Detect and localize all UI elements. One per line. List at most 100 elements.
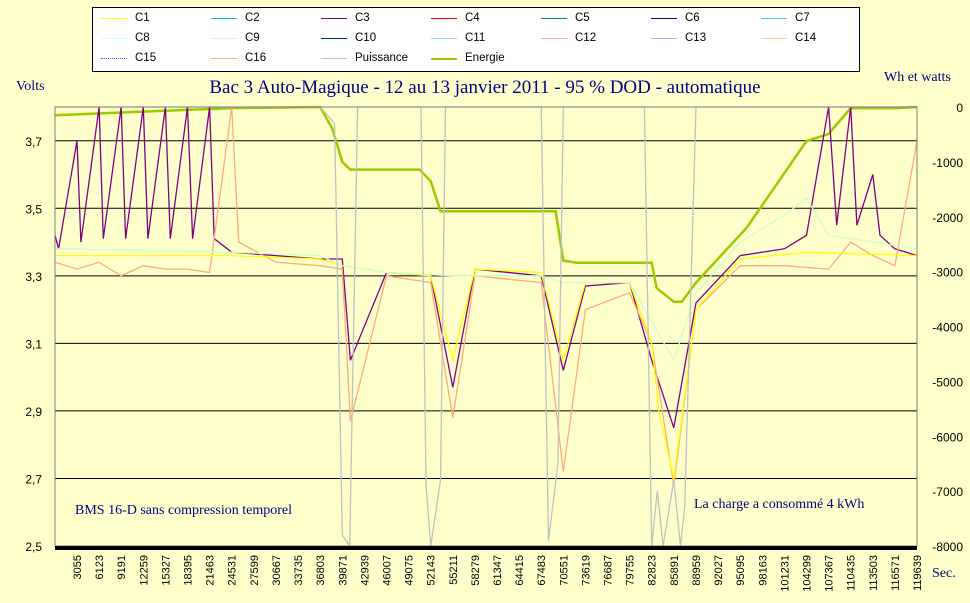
x-axis-title: Sec. bbox=[932, 566, 956, 581]
x-tick-15: 49075 bbox=[404, 555, 416, 586]
legend-label: C12 bbox=[575, 32, 597, 44]
legend-label: C9 bbox=[245, 32, 260, 44]
y-tick-left-5: 3,5 bbox=[25, 202, 42, 216]
x-tick-38: 119639 bbox=[912, 555, 924, 591]
y-tick-right-4: -4000 bbox=[932, 321, 963, 335]
x-axis-line bbox=[55, 546, 917, 550]
x-tick-13: 42939 bbox=[359, 555, 371, 586]
legend-item-c15: C15 bbox=[101, 51, 206, 65]
legend-swatch bbox=[431, 18, 457, 19]
y-tick-right-8: -8000 bbox=[932, 540, 963, 554]
series-energie bbox=[54, 105, 918, 304]
legend-item-c10: C10 bbox=[321, 31, 426, 45]
y-tick-left-3: 3,1 bbox=[25, 337, 42, 351]
x-tick-26: 82823 bbox=[647, 555, 659, 586]
legend-swatch bbox=[431, 58, 457, 60]
legend-label: C1 bbox=[135, 12, 150, 24]
legend-label: C11 bbox=[465, 32, 486, 44]
legend-swatch bbox=[211, 38, 237, 39]
y-axis-right-ticks: 0 -1000 -2000 -3000 -4000 -5000 -6000 -7000 -800… bbox=[932, 101, 963, 554]
legend-label: C4 bbox=[465, 12, 480, 24]
y-tick-left-0: 2,5 bbox=[25, 540, 42, 554]
legend-label: C14 bbox=[795, 32, 817, 44]
x-tick-21: 67483 bbox=[536, 555, 548, 586]
y-tick-right-3: -3000 bbox=[932, 266, 963, 280]
legend-item-c11: C11 bbox=[431, 31, 536, 45]
legend-label: C7 bbox=[795, 12, 810, 24]
x-tick-0: 3055 bbox=[72, 555, 84, 579]
x-tick-3: 12259 bbox=[138, 555, 150, 586]
x-tick-5: 18395 bbox=[183, 555, 195, 586]
y-axis-right-title: Wh et watts bbox=[884, 70, 951, 85]
x-tick-6: 21463 bbox=[205, 555, 217, 586]
x-tick-11: 36803 bbox=[315, 555, 327, 586]
legend-swatch bbox=[321, 58, 347, 59]
x-axis-ticks: 3055 6123 9191 12259 15327 18395 21463 24531 275… bbox=[72, 555, 924, 592]
legend-swatch bbox=[651, 18, 677, 19]
x-tick-7: 24531 bbox=[227, 555, 239, 586]
legend-item-c13: C13 bbox=[651, 31, 756, 45]
x-tick-9: 30667 bbox=[271, 555, 283, 586]
legend-label: C8 bbox=[135, 32, 150, 44]
legend-item-puissance: Puissance bbox=[321, 51, 426, 65]
legend-item-energie: Energie bbox=[431, 51, 536, 65]
legend-label: C5 bbox=[575, 12, 590, 24]
legend: C1 C2 C3 C4 C5 C6 C7 C8 C9 C10 C11 C12 C13 C14 C15 C16 P… bbox=[92, 7, 860, 72]
x-tick-30: 95095 bbox=[735, 555, 747, 586]
legend-item-c16: C16 bbox=[211, 51, 316, 65]
legend-swatch bbox=[321, 38, 347, 39]
legend-label: C10 bbox=[355, 32, 377, 44]
y-tick-right-5: -5000 bbox=[932, 375, 963, 389]
x-tick-16: 52143 bbox=[426, 555, 438, 586]
series-c9 bbox=[54, 197, 918, 362]
legend-swatch bbox=[431, 38, 457, 39]
y-tick-right-2: -2000 bbox=[932, 211, 963, 225]
legend-item-c12: C12 bbox=[541, 31, 646, 45]
legend-swatch bbox=[321, 18, 347, 19]
y-tick-right-1: -1000 bbox=[932, 156, 963, 170]
x-tick-2: 9191 bbox=[116, 555, 128, 579]
axes bbox=[54, 106, 918, 550]
legend-swatch bbox=[211, 18, 237, 19]
legend-item-c2: C2 bbox=[211, 11, 316, 25]
legend-label: C3 bbox=[355, 12, 370, 24]
x-tick-12: 39871 bbox=[337, 555, 349, 586]
legend-swatch bbox=[211, 58, 237, 59]
legend-label: Puissance bbox=[355, 52, 409, 64]
y-tick-left-6: 3,7 bbox=[25, 135, 42, 149]
x-tick-31: 98163 bbox=[757, 555, 769, 586]
y-axis-left-title: Volts bbox=[16, 79, 45, 94]
x-tick-23: 73619 bbox=[580, 555, 592, 586]
legend-swatch bbox=[651, 38, 677, 39]
legend-item-c5: C5 bbox=[541, 11, 646, 25]
x-tick-36: 113503 bbox=[868, 555, 880, 591]
y-tick-left-1: 2,7 bbox=[25, 472, 42, 486]
plot-area bbox=[55, 107, 917, 546]
legend-swatch bbox=[541, 38, 567, 39]
y-tick-left-2: 2,9 bbox=[25, 405, 42, 419]
x-tick-19: 61347 bbox=[492, 555, 504, 586]
x-tick-17: 55211 bbox=[448, 555, 460, 585]
legend-swatch bbox=[101, 58, 127, 59]
note-bms: BMS 16-D sans compression temporel bbox=[75, 503, 292, 519]
x-tick-20: 64415 bbox=[514, 555, 526, 586]
y-tick-left-4: 3,3 bbox=[25, 270, 42, 284]
note-consumption: La charge a consommé 4 kWh bbox=[694, 497, 865, 513]
y-axis-left-ticks: 2,5 2,7 2,9 3,1 3,3 3,5 3,7 bbox=[25, 135, 42, 554]
x-tick-24: 76687 bbox=[603, 555, 615, 586]
legend-label: C16 bbox=[245, 52, 267, 64]
x-tick-22: 70551 bbox=[558, 555, 570, 586]
legend-swatch bbox=[101, 18, 127, 19]
legend-label: C15 bbox=[135, 52, 157, 64]
x-tick-25: 79755 bbox=[625, 555, 637, 586]
x-tick-35: 110435 bbox=[846, 555, 858, 591]
y-tick-right-6: -6000 bbox=[932, 430, 963, 444]
legend-swatch bbox=[101, 38, 127, 39]
x-tick-14: 46007 bbox=[382, 555, 394, 586]
x-tick-27: 85891 bbox=[669, 555, 681, 586]
x-tick-10: 33735 bbox=[293, 555, 305, 586]
legend-label: C2 bbox=[245, 12, 260, 24]
x-tick-32: 101231 bbox=[779, 555, 791, 592]
legend-item-c4: C4 bbox=[431, 11, 536, 25]
